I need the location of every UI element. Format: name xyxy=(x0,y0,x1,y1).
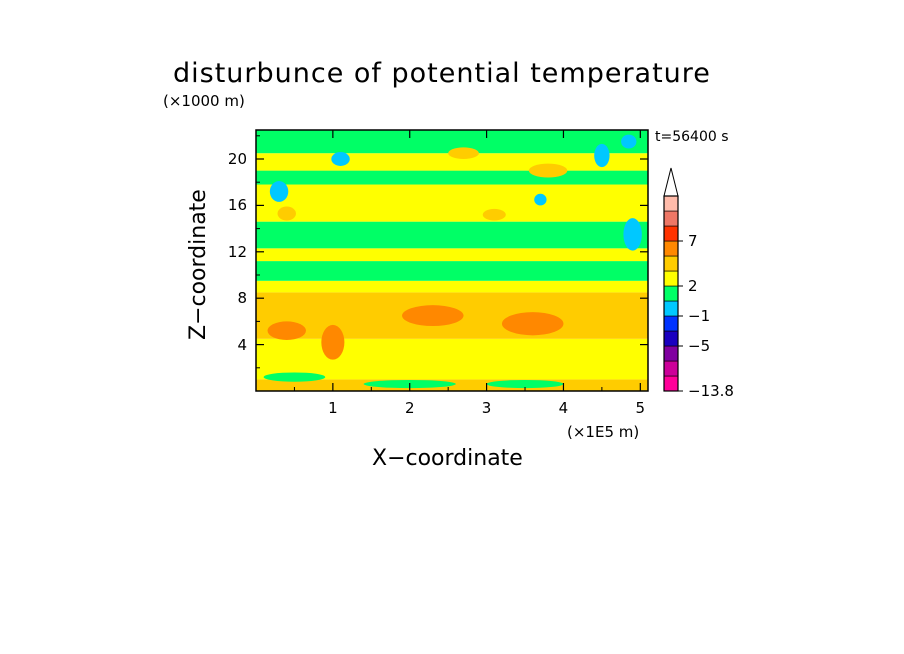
contour-blob-3 xyxy=(501,312,564,336)
colorbar-segment-3 xyxy=(663,330,679,347)
contour-band-7 xyxy=(256,184,648,222)
contour-blob-7 xyxy=(534,193,547,206)
contour-blob-5 xyxy=(269,181,289,202)
x-tick-label-4: 5 xyxy=(635,399,646,417)
colorbar-label-1: 2 xyxy=(688,277,698,295)
colorbar-segment-8 xyxy=(663,255,679,272)
contour-blob-8 xyxy=(594,143,610,168)
time-annotation: t=56400 s xyxy=(655,129,729,145)
contour-blob-11 xyxy=(621,134,637,149)
y-tick-label-2: 12 xyxy=(227,242,247,261)
plot-frame xyxy=(255,129,649,392)
y-tick-label-3: 16 xyxy=(227,196,247,215)
contour-band-5 xyxy=(256,248,648,262)
contour-blob-13 xyxy=(448,147,479,159)
y-tick-label-4: 20 xyxy=(227,150,247,168)
colorbar-segment-4 xyxy=(663,315,679,332)
contour-blob-6 xyxy=(331,152,350,166)
contour-blob-15 xyxy=(528,163,568,178)
colorbar-segment-11 xyxy=(663,210,679,227)
contour-band-1 xyxy=(256,338,648,380)
contour-band-10 xyxy=(256,130,648,154)
x-tick-label-0: 1 xyxy=(328,399,338,417)
contour-band-6 xyxy=(256,221,648,249)
contour-blob-1 xyxy=(321,324,345,360)
x-axis-label: X−coordinate xyxy=(372,446,523,471)
colorbar-label-2: −1 xyxy=(688,307,711,325)
z-axis-unit: (×1000 m) xyxy=(163,92,245,110)
colorbar-segment-9 xyxy=(663,240,679,257)
colorbar-label-4: −13.8 xyxy=(688,382,734,400)
contour-blob-16 xyxy=(263,372,326,382)
colorbar-frame xyxy=(663,195,679,392)
colorbar-segment-10 xyxy=(663,225,679,242)
colorbar-segment-6 xyxy=(663,285,679,302)
colorbar-segment-7 xyxy=(663,270,679,287)
x-axis-unit: (×1E5 m) xyxy=(567,423,640,441)
colorbar-label-0: 7 xyxy=(688,232,698,250)
contour-band-3 xyxy=(256,280,648,293)
contour-blob-2 xyxy=(402,305,464,327)
y-tick-label-1: 8 xyxy=(237,289,247,308)
contour-blob-0 xyxy=(267,321,306,340)
colorbar-segment-0 xyxy=(663,375,679,392)
contour-blob-18 xyxy=(486,379,564,389)
colorbar-label-3: −5 xyxy=(688,337,711,355)
colorbar-extend-arrow xyxy=(663,167,679,197)
colorbar-segment-1 xyxy=(663,360,679,377)
x-tick-label-2: 3 xyxy=(481,399,492,417)
colorbar-segment-2 xyxy=(663,345,679,362)
contour-field xyxy=(256,130,648,391)
contour-band-4 xyxy=(256,261,648,281)
colorbar-segment-12 xyxy=(663,195,679,212)
x-tick-label-3: 4 xyxy=(558,399,569,417)
contour-blob-12 xyxy=(277,206,296,221)
contour-blob-14 xyxy=(482,208,506,221)
x-tick-label-1: 2 xyxy=(404,399,415,417)
contour-blob-10 xyxy=(623,218,642,251)
contour-band-8 xyxy=(256,170,648,185)
y-tick-label-0: 4 xyxy=(237,335,247,354)
colorbar-segment-5 xyxy=(663,300,679,317)
chart-title: disturbunce of potential temperature xyxy=(173,58,711,89)
